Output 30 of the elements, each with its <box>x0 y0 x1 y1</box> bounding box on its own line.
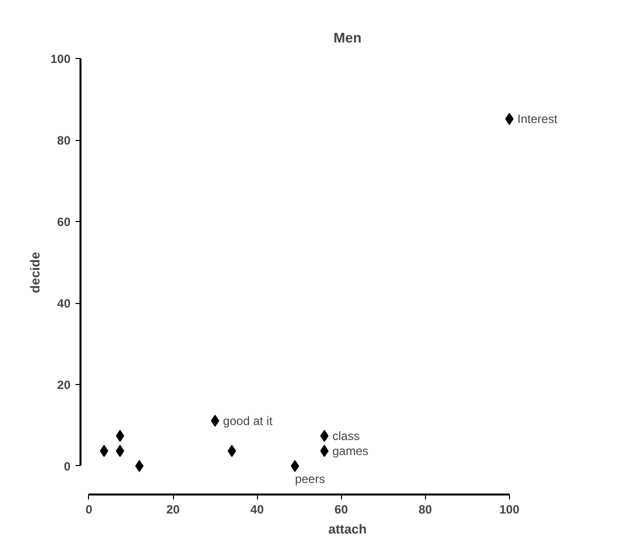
point <box>116 444 124 457</box>
x-tick-label: 40 <box>250 502 264 516</box>
x-tick-label: 20 <box>166 502 180 516</box>
annotation: class <box>332 428 360 443</box>
point <box>505 112 514 125</box>
point <box>320 430 329 442</box>
y-tick-label: 60 <box>57 215 71 230</box>
y-tick-label: 20 <box>57 378 71 392</box>
x-tick-label: 100 <box>499 502 520 516</box>
y-tick-label: 100 <box>50 52 71 66</box>
chart-title: Men <box>334 30 362 46</box>
x-tick-label: 0 <box>86 502 93 516</box>
point <box>228 444 236 457</box>
point <box>290 460 300 472</box>
point <box>135 460 144 472</box>
x-axis-title: attach <box>328 522 367 536</box>
annotation: peers <box>294 472 325 486</box>
y-tick-label: 0 <box>64 459 71 474</box>
annotation: games <box>332 444 368 458</box>
x-tick-label: 80 <box>418 502 432 516</box>
y-axis-title: decide <box>27 252 42 294</box>
point <box>210 414 220 427</box>
point <box>116 430 124 442</box>
annotation: Interest <box>517 112 558 126</box>
point <box>320 444 329 457</box>
y-tick-label: 40 <box>57 296 71 311</box>
point <box>100 444 108 457</box>
annotation: good at it <box>223 414 274 428</box>
y-tick-label: 80 <box>57 134 71 148</box>
x-tick-label: 60 <box>334 502 348 516</box>
